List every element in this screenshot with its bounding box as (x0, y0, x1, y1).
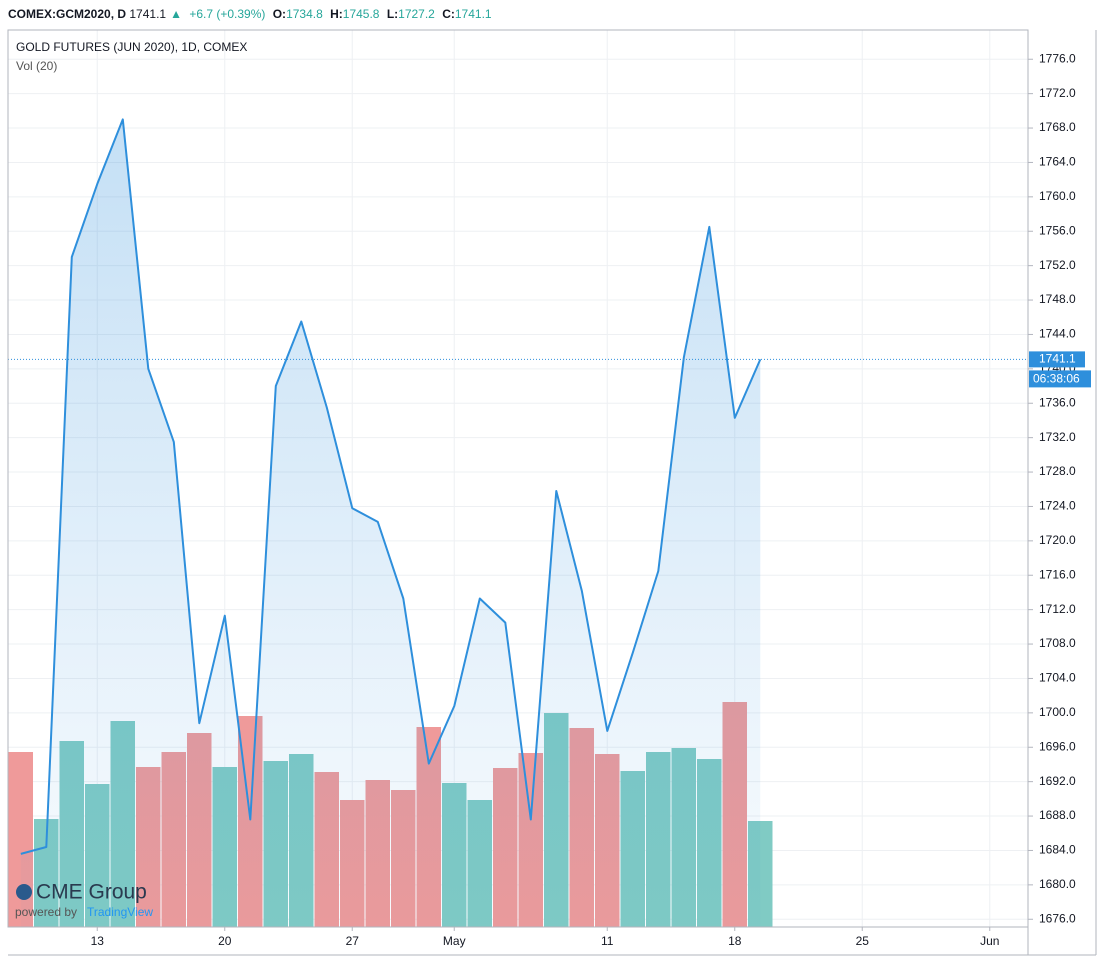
countdown-badge (1029, 370, 1091, 388)
x-tick-label: May (443, 934, 466, 948)
x-tick-label: 11 (601, 934, 614, 948)
price-badge-text: 1741.1 (1039, 352, 1076, 366)
y-tick-label: 1720.0 (1039, 533, 1076, 547)
logo: CME Group powered by TradingView (15, 881, 153, 920)
y-tick-label: 1688.0 (1039, 808, 1076, 822)
change: +6.7 (+0.39%) (189, 7, 266, 21)
y-tick-label: 1680.0 (1039, 877, 1076, 891)
logo-provider: TradingView (87, 905, 153, 919)
last: 1741.1 (129, 7, 167, 21)
y-tick-label: 1684.0 (1039, 843, 1076, 857)
y-tick-label: 1704.0 (1039, 671, 1076, 685)
open: 1734.8 (286, 7, 323, 21)
y-tick-label: 1744.0 (1039, 327, 1076, 341)
symbol: COMEX:GCM2020, D (8, 7, 127, 21)
x-tick-label: 25 (856, 934, 870, 948)
y-tick-label: 1728.0 (1039, 464, 1076, 478)
header: COMEX:GCM2020, D 1741.1 ▲ +6.7 (+0.39%) O… (8, 7, 496, 21)
legend-title: GOLD FUTURES (JUN 2020), 1D, COMEX (16, 40, 247, 54)
plot-frame (7, 29, 1029, 928)
countdown-text: 06:38:06 (1033, 372, 1080, 386)
x-tick-label: 27 (346, 934, 360, 948)
y-tick-label: 1764.0 (1039, 155, 1076, 169)
close: 1741.1 (454, 7, 492, 21)
high: 1745.8 (342, 7, 380, 21)
x-tick-label: 13 (91, 934, 105, 948)
y-tick-label: 1756.0 (1039, 223, 1076, 237)
legend-volume: Vol (20) (16, 59, 57, 73)
y-tick-label: 1732.0 (1039, 430, 1076, 444)
l-label: L: (386, 7, 399, 21)
x-tick-label: Jun (980, 934, 999, 948)
y-tick-label: 1748.0 (1039, 292, 1076, 306)
logo-powered: powered by (15, 905, 77, 919)
y-tick-label: 1700.0 (1039, 705, 1076, 719)
y-tick-label: 1724.0 (1039, 499, 1076, 513)
x-tick-label: 18 (728, 934, 742, 948)
price-badge (1029, 351, 1085, 368)
y-tick-label: 1760.0 (1039, 189, 1076, 203)
y-tick-label: 1736.0 (1039, 395, 1076, 409)
y-tick-label: 1716.0 (1039, 567, 1076, 581)
y-tick-label: 1768.0 (1039, 120, 1076, 134)
logo-globe (16, 884, 32, 900)
y-tick-label: 1772.0 (1039, 86, 1076, 100)
y-tick-label: 1752.0 (1039, 258, 1076, 272)
y-tick-label: 1712.0 (1039, 602, 1076, 616)
up-arrow: ▲ (170, 7, 182, 21)
low: 1727.2 (398, 7, 435, 21)
y-tick-label: 1692.0 (1039, 774, 1076, 788)
logo-brand: CME Group (36, 881, 147, 904)
price-line (20, 118, 762, 855)
y-tick-label: 1696.0 (1039, 739, 1076, 753)
x-tick-label: 20 (218, 934, 232, 948)
area-fill (20, 119, 761, 927)
h-label: H: (330, 7, 343, 21)
y-tick-label: 1708.0 (1039, 636, 1076, 650)
y-tick-label: 1676.0 (1039, 911, 1076, 925)
y-tick-label: 1776.0 (1039, 51, 1076, 65)
o-label: O: (272, 7, 287, 21)
c-label: C: (442, 7, 455, 21)
